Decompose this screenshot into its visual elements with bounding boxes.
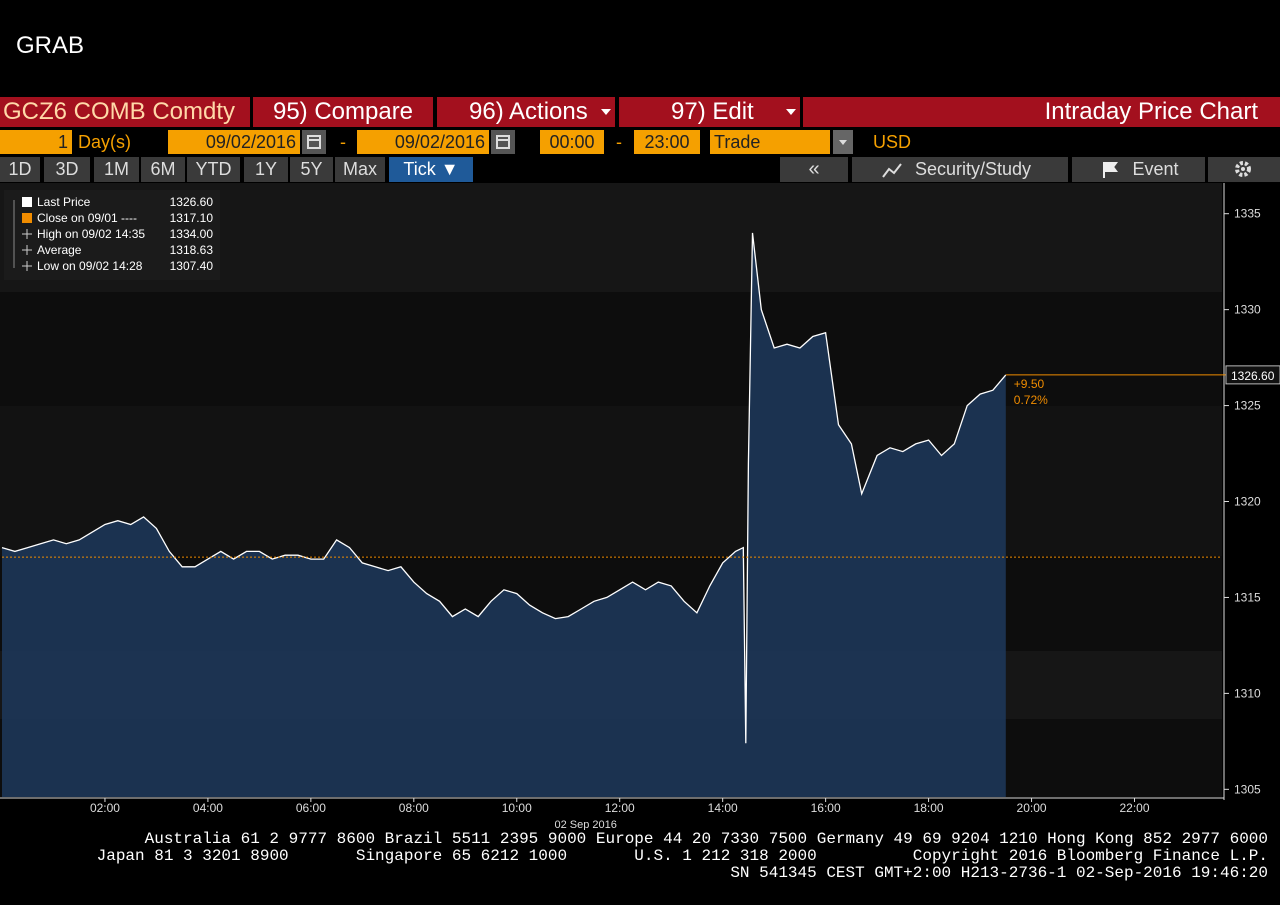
range-button[interactable]: 6M (141, 157, 185, 182)
settings-button[interactable] (1208, 157, 1280, 182)
legend-label: High on 09/02 14:35 (37, 227, 145, 241)
edit-label: 97) Edit (671, 98, 754, 125)
legend-swatch (22, 213, 32, 223)
change-label: +9.50 (1014, 377, 1045, 391)
x-tick-label: 14:00 (708, 801, 738, 815)
end-time[interactable]: 23:00 (634, 130, 700, 154)
actions-label: 96) Actions (469, 98, 588, 125)
x-tick-label: 08:00 (399, 801, 429, 815)
legend: Last Price 1326.60 Close on 09/01 ---- 1317… (4, 190, 220, 280)
start-time[interactable]: 00:00 (540, 130, 604, 154)
start-date[interactable]: 09/02/2016 (168, 130, 300, 154)
event-label: Event (1132, 159, 1179, 179)
x-tick-label: 04:00 (193, 801, 223, 815)
plot-band (0, 406, 1222, 556)
range-button[interactable]: YTD (187, 157, 240, 182)
field-dropdown[interactable] (833, 130, 853, 154)
footer-line: Australia 61 2 9777 8600 Brazil 5511 239… (144, 830, 1268, 848)
range-button[interactable]: 1M (94, 157, 139, 182)
legend-symbol (22, 245, 32, 255)
legend-symbol (22, 229, 32, 239)
x-axis-date: 02 Sep 2016 (555, 819, 617, 830)
y-tick-label: 1335 (1234, 207, 1261, 221)
x-tick-label: 10:00 (502, 801, 532, 815)
time-separator: - (616, 132, 622, 152)
end-date[interactable]: 09/02/2016 (357, 130, 489, 154)
change-pct-label: 0.72% (1014, 393, 1048, 407)
legend-label: Average (37, 243, 82, 257)
legend-label: Last Price (37, 195, 91, 209)
study-label: Security/Study (914, 159, 1032, 179)
calendar-icon[interactable] (302, 130, 326, 154)
edit-menu[interactable]: 97) Edit (619, 97, 800, 127)
security-field[interactable]: GCZ6 COMB Comdty (0, 97, 250, 127)
range-button[interactable]: Tick ▼ (389, 157, 473, 182)
study-button[interactable]: Security/Study (852, 157, 1068, 182)
legend-symbol (22, 261, 32, 271)
x-tick-label: 02:00 (90, 801, 120, 815)
legend-box (4, 190, 220, 280)
y-tick-label: 1320 (1234, 495, 1261, 509)
range-button[interactable]: 1Y (244, 157, 288, 182)
currency: USD (873, 132, 912, 152)
legend-value: 1317.10 (170, 211, 214, 225)
actions-menu[interactable]: 96) Actions (437, 97, 615, 127)
x-tick-label: 20:00 (1017, 801, 1047, 815)
legend-value: 1307.40 (170, 259, 214, 273)
window-title: GRAB (16, 32, 85, 59)
legend-value: 1326.60 (170, 195, 214, 209)
event-button[interactable]: Event (1072, 157, 1205, 182)
range-button[interactable]: Max (335, 157, 385, 182)
y-tick-label: 1325 (1234, 399, 1261, 413)
legend-label: Low on 09/02 14:28 (37, 259, 143, 273)
period-unit[interactable]: Day(s) (78, 132, 131, 152)
field-select[interactable]: Trade (710, 130, 830, 154)
x-tick-label: 16:00 (811, 801, 841, 815)
x-tick-label: 18:00 (914, 801, 944, 815)
period-count[interactable]: 1 (0, 130, 72, 154)
chart-name: Intraday Price Chart (803, 97, 1280, 127)
dropdown-arrow (786, 109, 796, 115)
compare-menu[interactable]: 95) Compare (253, 97, 433, 127)
last-price-label: 1326.60 (1231, 369, 1275, 383)
dropdown-arrow (601, 109, 611, 115)
flag-icon (1103, 162, 1118, 178)
x-tick-label: 22:00 (1119, 801, 1149, 815)
study-icon (882, 163, 902, 178)
y-tick-label: 1310 (1234, 686, 1261, 700)
y-tick-label: 1305 (1234, 782, 1261, 796)
legend-swatch (22, 197, 32, 207)
footer-line: Japan 81 3 3201 8900 Singapore 65 6212 1… (96, 847, 1268, 865)
last-price-box (1225, 365, 1280, 385)
legend-label: Close on 09/01 ---- (37, 211, 137, 225)
price-line (1, 232, 1007, 744)
calendar-icon[interactable] (491, 130, 515, 154)
chart: Last Price 1326.60 Close on 09/01 ---- 1317… (0, 183, 1280, 830)
date-separator: - (340, 132, 346, 152)
range-button[interactable]: 1D (0, 157, 40, 182)
price-area (2, 232, 1006, 797)
range-button[interactable]: 3D (44, 157, 90, 182)
legend-value: 1334.00 (170, 227, 214, 241)
x-tick-label: 12:00 (605, 801, 635, 815)
footer-line: SN 541345 CEST GMT+2:00 H213-2736-1 02-S… (730, 864, 1268, 882)
y-tick-label: 1330 (1234, 303, 1261, 317)
range-button[interactable]: 5Y (290, 157, 333, 182)
legend-value: 1318.63 (170, 243, 214, 257)
back-button[interactable]: « (780, 157, 848, 182)
y-tick-label: 1315 (1234, 590, 1261, 604)
x-tick-label: 06:00 (296, 801, 326, 815)
